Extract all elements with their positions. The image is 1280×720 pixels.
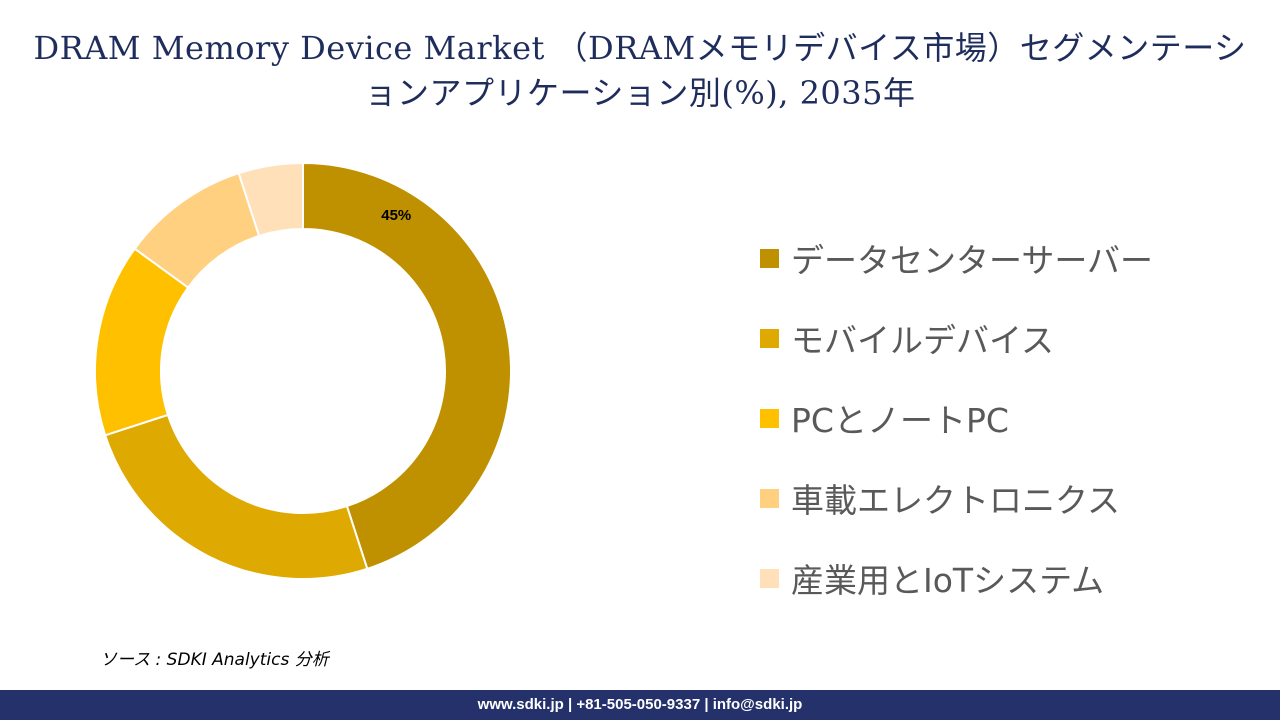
chart-legend: データセンターサーバー モバイルデバイス PCとノートPC 車載エレクトロニクス 産業用… [760, 228, 1260, 628]
chart-title: DRAM Memory Device Market （DRAMメモリデバイス市場… [33, 29, 1247, 112]
legend-item: PCとノートPC [760, 388, 1260, 448]
source-note: ソース : SDKI Analytics 分析 [100, 650, 329, 670]
legend-label: PCとノートPC [791, 401, 1009, 440]
legend-swatch [760, 488, 779, 508]
chart-area: 45% [0, 140, 620, 610]
donut-slice-2 [103, 413, 369, 580]
legend-swatch [760, 328, 779, 348]
legend-swatch [760, 248, 779, 268]
legend-item: モバイルデバイス [760, 308, 1260, 368]
legend-item: 産業用とIoTシステム [760, 548, 1260, 608]
donut-slice-1 [302, 161, 512, 571]
legend-swatch [760, 408, 779, 428]
donut-slice-5 [237, 161, 304, 238]
legend-swatch [760, 568, 779, 588]
legend-item: データセンターサーバー [760, 228, 1260, 288]
footer-contact-bar: www.sdki.jp | +81-505-050-9337 | info@sd… [0, 690, 1280, 720]
legend-label: 車載エレクトロニクス [791, 481, 1121, 520]
legend-label: データセンターサーバー [791, 241, 1154, 280]
legend-label: モバイルデバイス [791, 321, 1055, 360]
donut-chart: 45% [94, 161, 512, 580]
legend-item: 車載エレクトロニクス [760, 468, 1260, 528]
slice-data-label: 45% [381, 207, 411, 224]
legend-label: 産業用とIoTシステム [791, 561, 1105, 600]
